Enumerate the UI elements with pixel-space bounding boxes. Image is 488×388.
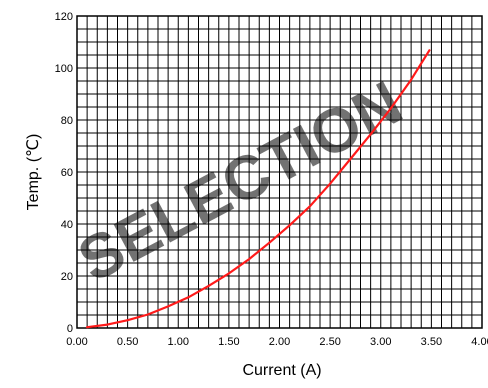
watermark: SELECTION	[68, 68, 414, 295]
x-tick-label: 2.50	[319, 336, 340, 348]
x-tick-label: 1.50	[218, 336, 239, 348]
x-tick-label: 0.50	[117, 336, 138, 348]
x-tick-label: 0.00	[66, 336, 87, 348]
x-axis-ticks: 0.00 0.50 1.00 1.50 2.00 2.50 3.00 3.50 4.00	[66, 336, 488, 348]
series-line-0	[85, 49, 431, 329]
watermark-text: SELECTION	[68, 68, 414, 295]
y-tick-label: 60	[61, 167, 73, 179]
x-tick-label: 4.00	[471, 336, 488, 348]
grid	[77, 16, 482, 328]
x-tick-label: 3.00	[370, 336, 391, 348]
series-layer	[85, 49, 431, 329]
x-tick-label: 2.00	[269, 336, 290, 348]
y-tick-label: 120	[55, 11, 73, 23]
y-tick-label: 100	[55, 63, 73, 75]
plot-border	[76, 15, 483, 329]
x-axis-title: Current (A)	[242, 362, 321, 379]
y-tick-label: 80	[61, 115, 73, 127]
y-tick-label: 0	[67, 323, 73, 335]
y-axis-title: Temp. (℃)	[25, 134, 42, 211]
y-tick-label: 40	[61, 219, 73, 231]
x-tick-label: 3.50	[421, 336, 442, 348]
y-axis-ticks: 0 20 40 60 80 100 120	[55, 11, 73, 335]
x-tick-label: 1.00	[168, 336, 189, 348]
y-tick-label: 20	[61, 271, 73, 283]
plot-frame	[76, 15, 483, 329]
